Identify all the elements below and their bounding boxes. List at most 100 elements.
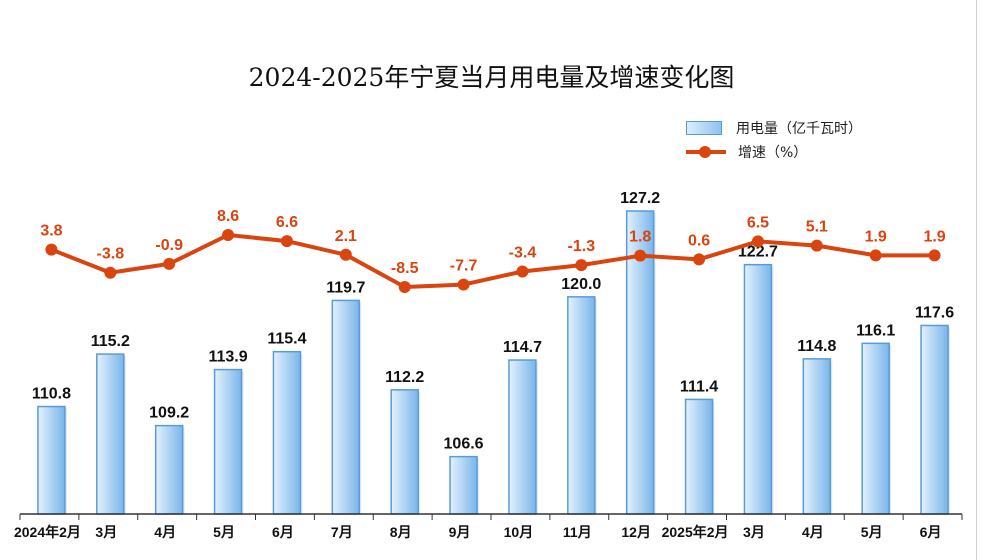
x-tick-label: 2024年2月 <box>14 524 81 540</box>
x-tick-label: 7月 <box>331 524 353 540</box>
growth-value-label: 1.9 <box>923 228 945 245</box>
growth-point-group: -7.7 <box>450 258 478 291</box>
growth-value-label: -1.3 <box>568 238 596 255</box>
bar <box>802 358 832 515</box>
growth-point-group: 1.9 <box>923 228 946 262</box>
growth-point-group: 6.5 <box>747 214 769 248</box>
x-tick-label: 5月 <box>213 524 235 540</box>
bar-value-label: 113.9 <box>208 349 247 366</box>
x-tick-label: 6月 <box>272 524 294 540</box>
growth-point <box>163 257 176 270</box>
growth-point <box>869 249 882 262</box>
x-tick-label: 8月 <box>390 524 412 540</box>
growth-point <box>104 266 117 279</box>
x-tick-label: 4月 <box>802 524 824 540</box>
bar <box>684 398 714 515</box>
bar <box>567 296 596 515</box>
legend-line-swatch <box>686 145 726 159</box>
chart-title: 2024-2025年宁夏当月用电量及增速变化图 <box>248 63 735 92</box>
bar-value-label: 116.1 <box>856 322 895 339</box>
bar <box>96 353 125 515</box>
x-tick-label: 9月 <box>449 524 471 540</box>
legend-bar-swatch <box>686 121 722 135</box>
x-tick-label: 6月 <box>920 524 942 540</box>
bar-group: 115.2 <box>91 333 130 515</box>
bar-value-label: 111.4 <box>680 378 718 395</box>
bar-value-label: 115.2 <box>91 333 130 350</box>
bar-value-label: 109.2 <box>149 405 189 422</box>
growth-point-group: -1.3 <box>568 238 596 272</box>
growth-value-label: 5.1 <box>806 219 828 236</box>
growth-point <box>45 243 58 256</box>
bar <box>154 424 184 515</box>
growth-point <box>928 249 941 262</box>
growth-value-label: 8.6 <box>217 208 239 225</box>
growth-value-label: 2.1 <box>335 228 357 245</box>
growth-point-group: -0.9 <box>155 237 183 270</box>
legend-line-label: 增速（%） <box>738 145 808 161</box>
growth-value-label: -3.4 <box>509 244 537 261</box>
growth-point-group: 6.6 <box>276 214 298 248</box>
bar-value-label: 112.2 <box>385 369 424 386</box>
growth-point <box>751 235 764 248</box>
bar-group: 114.8 <box>797 338 836 515</box>
bars-layer: 110.8 115.2 109.2 113.9 115.4 119.7 112.2 106.6… <box>32 190 954 515</box>
growth-value-label: 6.6 <box>276 214 298 231</box>
growth-value-label: -7.7 <box>450 258 478 275</box>
bar <box>272 350 302 515</box>
legend-item-bar: 用电量（亿千瓦时） <box>686 118 862 138</box>
growth-point-group: -3.4 <box>509 244 537 278</box>
growth-line-layer: 3.8 -3.8 -0.9 8.6 6.6 2.1 -8.5 -7.7 -3.4 -1.3 1.8 0… <box>40 208 946 293</box>
bar-group: 114.7 <box>503 339 542 515</box>
x-tick-label: 3月 <box>743 524 765 540</box>
bar-group: 127.2 <box>620 190 660 515</box>
x-tick-label: 10月 <box>504 524 534 540</box>
bar-value-label: 120.0 <box>561 276 601 293</box>
bar-group: 109.2 <box>149 405 189 515</box>
growth-value-label: 3.8 <box>40 223 62 240</box>
bar-value-label: 114.8 <box>797 338 836 355</box>
legend-bar-label: 用电量（亿千瓦时） <box>736 121 862 137</box>
growth-value-label: -8.5 <box>391 260 419 277</box>
bar <box>213 368 243 515</box>
growth-point-group: 1.9 <box>865 228 887 262</box>
bar-group: 112.2 <box>385 369 424 515</box>
bar <box>390 389 419 515</box>
x-tick-label: 11月 <box>563 524 592 540</box>
bar-group: 110.8 <box>32 386 71 515</box>
growth-point <box>516 265 529 278</box>
growth-value-label: 0.6 <box>688 232 710 249</box>
bar-value-label: 115.4 <box>267 331 306 348</box>
growth-point-group: 3.8 <box>40 223 63 256</box>
growth-point <box>398 281 411 293</box>
growth-point <box>339 248 352 261</box>
growth-point <box>280 235 293 248</box>
growth-value-label: -0.9 <box>155 237 183 254</box>
bar-group: 117.6 <box>915 304 954 515</box>
x-tick-label: 4月 <box>154 524 176 540</box>
bar-group: 106.6 <box>444 436 484 515</box>
bar-group: 120.0 <box>561 276 601 515</box>
growth-point-group: -3.8 <box>97 246 124 279</box>
bar <box>743 263 773 515</box>
growth-point <box>457 278 470 291</box>
bar-value-label: 117.6 <box>915 304 954 321</box>
x-tick-label: 5月 <box>861 524 883 540</box>
bar-value-label: 122.7 <box>738 244 778 261</box>
growth-line <box>49 233 937 289</box>
bar-group: 116.1 <box>856 322 895 515</box>
x-tick-label: 12月 <box>621 524 651 540</box>
bar <box>449 455 478 515</box>
x-tick-label: 3月 <box>95 524 117 540</box>
growth-point-group: 2.1 <box>335 228 357 261</box>
growth-value-label: 6.5 <box>747 214 769 231</box>
bar-group: 113.9 <box>208 349 248 515</box>
bar-value-label: 127.2 <box>620 190 660 207</box>
bar-value-label: 110.8 <box>32 386 71 403</box>
growth-point-group: -8.5 <box>391 260 419 293</box>
bar <box>920 324 949 515</box>
x-axis: 2024年2月 3月 4月 5月 6月 7月 8月 9月 10月 11月 12月 2025年2月 3月 4… <box>14 513 963 540</box>
bar-group: 122.7 <box>738 244 778 515</box>
